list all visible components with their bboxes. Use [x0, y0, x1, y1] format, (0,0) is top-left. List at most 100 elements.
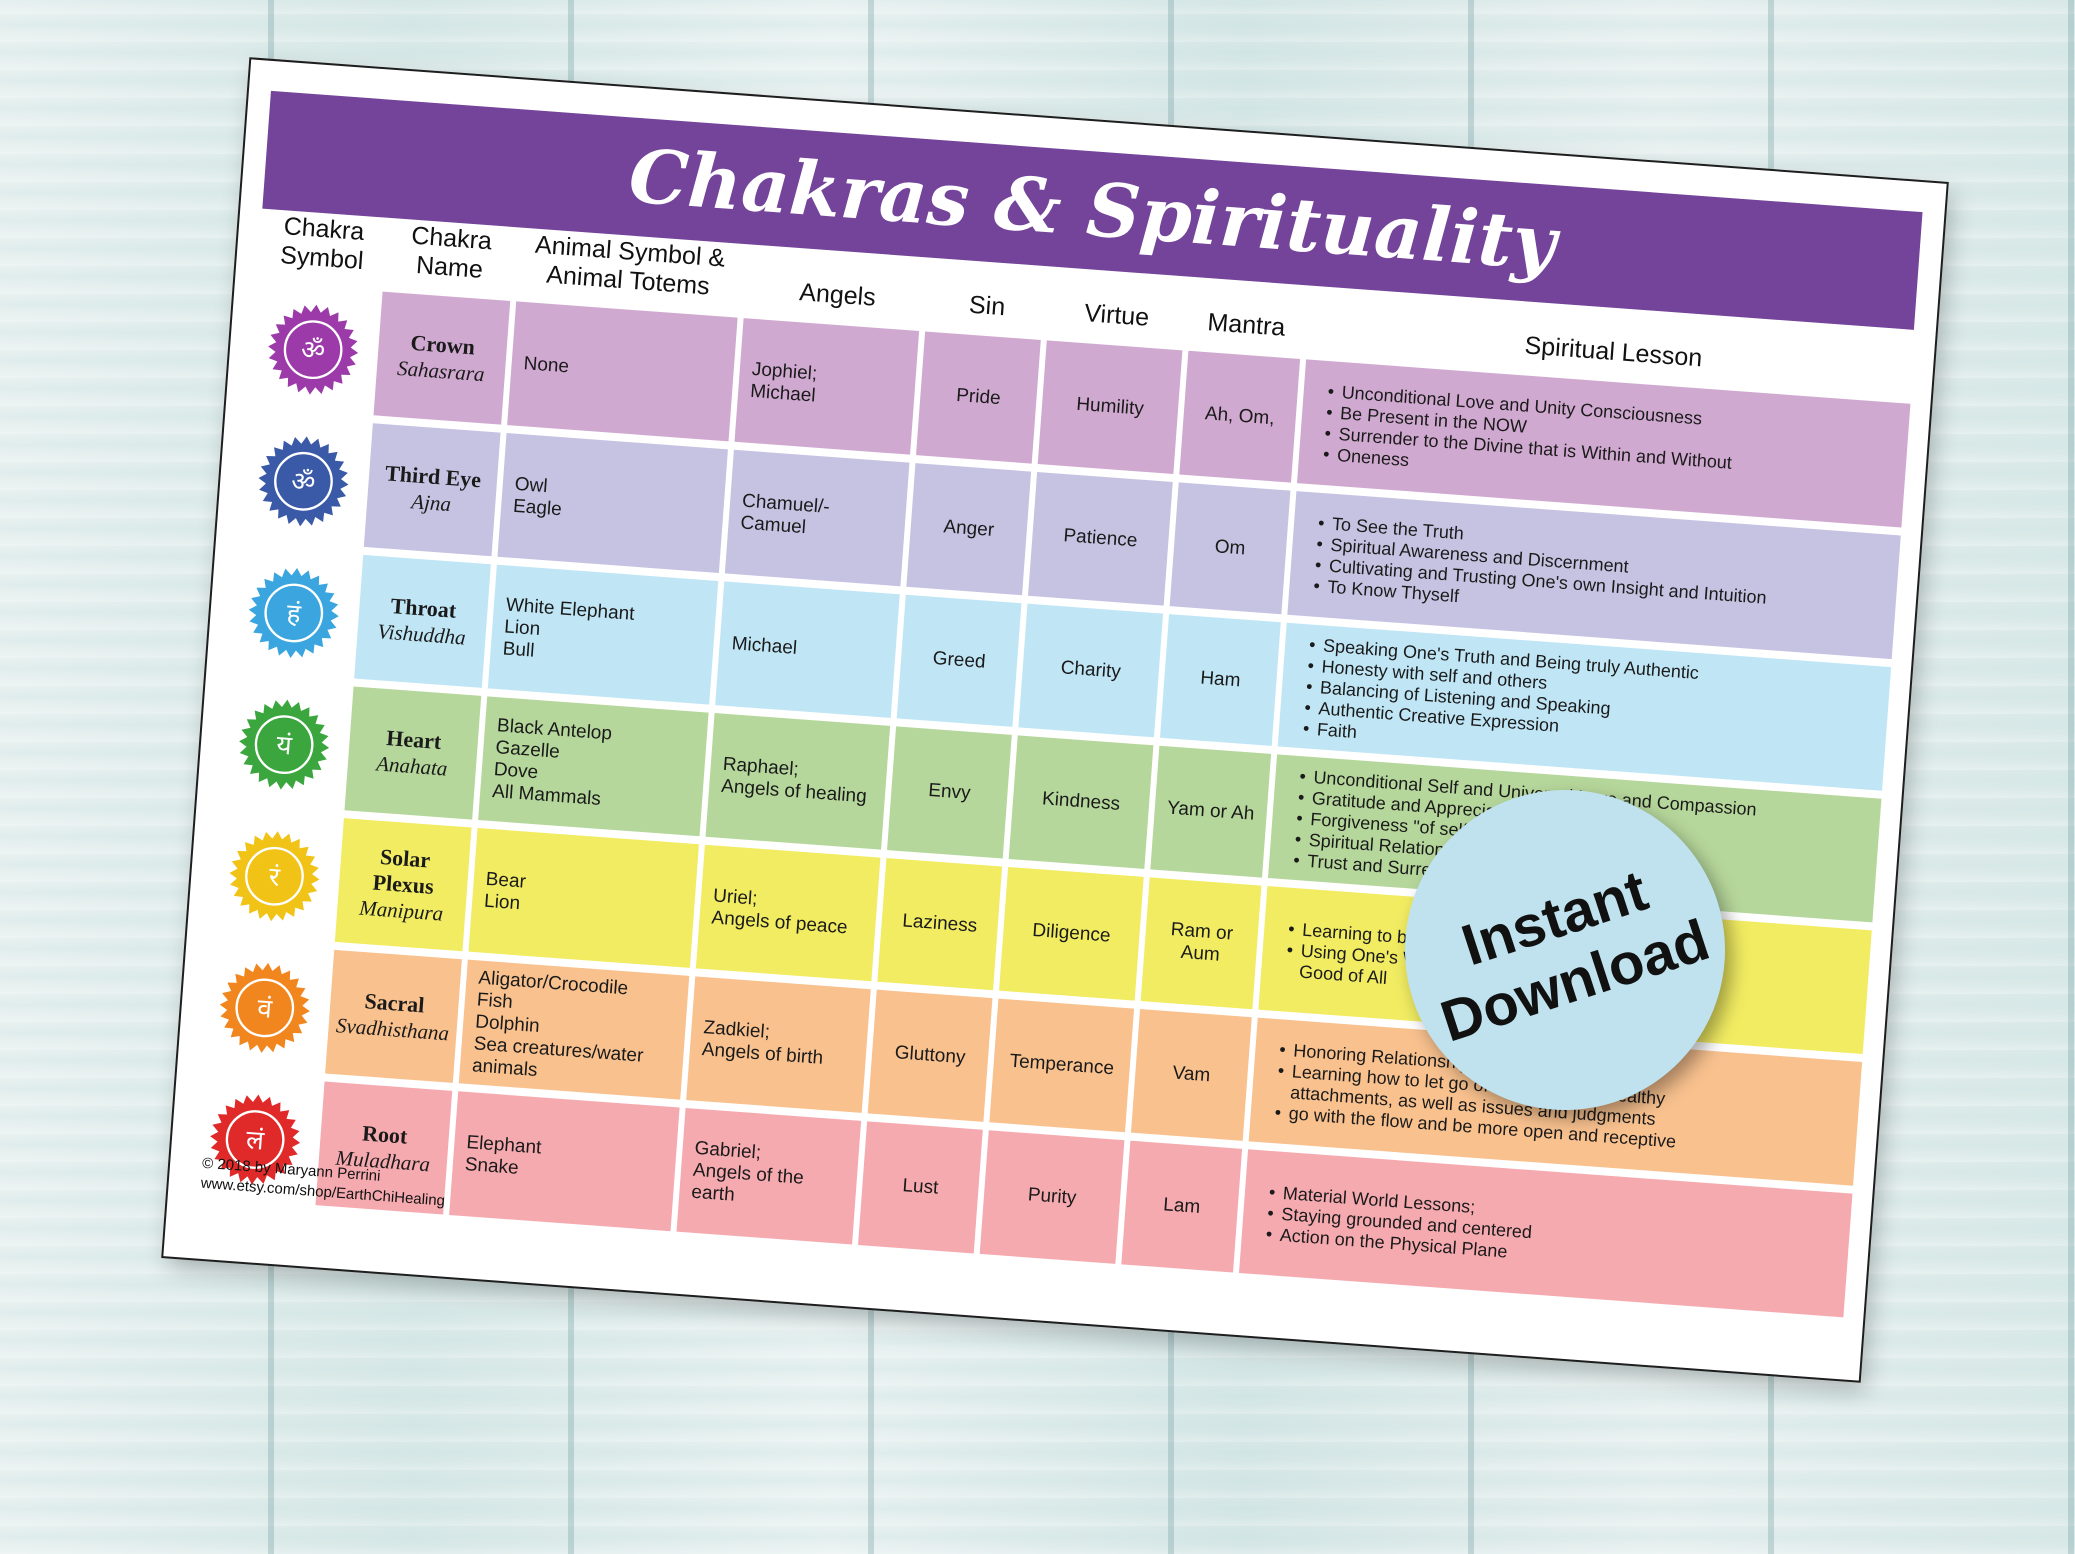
mantra-cell: Lam: [1121, 1140, 1243, 1273]
angels-cell: Raphael; Angels of healing: [705, 713, 891, 850]
header-virtue: Virtue: [1083, 299, 1151, 332]
sin-value: Laziness: [901, 910, 978, 937]
chakra-name: Root: [361, 1120, 409, 1149]
mantra-value: Ram or Aum: [1170, 919, 1234, 966]
animal-value: Elephant Snake: [464, 1132, 543, 1179]
heart-chakra-icon: यं: [239, 699, 330, 790]
angels-cell: Michael: [715, 581, 900, 718]
header-angels: Angels: [798, 278, 877, 312]
chakra-sanskrit-name: Manipura: [358, 895, 445, 926]
chakra-name: Heart: [385, 725, 443, 755]
mantra-value: Yam or Ah: [1166, 797, 1256, 825]
chakra-glyph: हं: [286, 599, 303, 630]
animal-value: White Elephant Lion Bull: [501, 594, 636, 662]
angels-value: Chamuel/- Camuel: [739, 490, 831, 539]
angels-cell: Zadkiel; Angels of birth: [686, 976, 871, 1113]
sin-cell: Laziness: [877, 858, 1003, 991]
animal-cell: Aligator/Crocodile Fish Dolphin Sea crea…: [458, 959, 690, 1100]
root-icon: लं: [210, 1094, 301, 1185]
spiritual-lesson-list: Speaking One's Truth and Being truly Aut…: [1300, 634, 1699, 767]
angels-cell: Jophiel; Michael: [734, 318, 920, 455]
animal-value: Black Antelop Gazelle Dove All Mammals: [491, 715, 613, 810]
animal-value: Bear Lion: [483, 868, 527, 915]
chakra-name-cell: Solar Plexus Manipura: [334, 818, 472, 952]
virtue-value: Humility: [1075, 393, 1145, 420]
header-sin: Sin: [968, 290, 1007, 322]
virtue-value: Diligence: [1031, 919, 1112, 947]
sin-cell: Lust: [858, 1121, 983, 1254]
sin-value: Gluttony: [894, 1042, 967, 1069]
chakra-chart-poster: Chakras & Spirituality Chakra Symbol Cha…: [163, 59, 1947, 1381]
angels-value: Uriel; Angels of peace: [710, 885, 849, 939]
chakra-sanskrit-name: Vishuddha: [376, 619, 467, 650]
angels-value: Zadkiel; Angels of birth: [701, 1017, 824, 1069]
virtue-value: Temperance: [1008, 1050, 1115, 1080]
virtue-cell: Diligence: [999, 866, 1144, 1001]
solar-plexus-icon: रं: [229, 831, 320, 922]
animal-cell: Bear Lion: [468, 827, 699, 968]
mantra-cell: Ram or Aum: [1140, 877, 1262, 1010]
spiritual-lesson-list: Material World Lessons;Staying grounded …: [1263, 1181, 1534, 1263]
chakra-name-cell: Throat Vishuddha: [354, 554, 491, 688]
mantra-cell: Ah, Om,: [1179, 350, 1301, 483]
mantra-cell: Yam or Ah: [1150, 745, 1272, 878]
sin-cell: Envy: [887, 726, 1012, 859]
angels-value: Michael: [730, 633, 798, 659]
chakra-row-crown: ॐ Crown Sahasrara None Jophiel; Michael Pride…: [225, 281, 1930, 535]
animal-value: Aligator/Crocodile Fish Dolphin Sea crea…: [471, 967, 645, 1082]
mantra-value: Vam: [1171, 1062, 1211, 1087]
chakra-glyph: लं: [245, 1125, 266, 1156]
chakra-sanskrit-name: Anahata: [375, 751, 449, 781]
sin-cell: Gluttony: [867, 989, 993, 1122]
animal-cell: Black Antelop Gazelle Dove All Mammals: [478, 696, 709, 837]
throat-icon: हं: [248, 567, 339, 658]
sin-value: Envy: [927, 779, 972, 804]
virtue-value: Charity: [1059, 657, 1122, 683]
chakra-sanskrit-name: Sahasrara: [396, 355, 486, 387]
virtue-cell: Kindness: [1008, 735, 1154, 869]
animal-value: Owl Eagle: [512, 473, 563, 521]
chakra-glyph: ॐ: [300, 335, 326, 367]
chakra-name-cell: Heart Anahata: [344, 686, 482, 820]
mantra-cell: Ham: [1159, 614, 1281, 746]
chakra-sanskrit-name: Svadhisthana: [335, 1013, 450, 1046]
chakra-sanskrit-name: Ajna: [410, 489, 452, 517]
sin-cell: Anger: [906, 463, 1032, 596]
mantra-value: Om: [1214, 536, 1247, 560]
angels-value: Gabriel; Angels of the earth: [690, 1137, 805, 1206]
virtue-cell: Charity: [1018, 603, 1164, 738]
animal-cell: White Elephant Lion Bull: [487, 564, 719, 705]
mantra-value: Ham: [1199, 667, 1242, 692]
chakra-name: Third Eye: [384, 460, 482, 493]
chakra-glyph: यं: [275, 730, 293, 761]
angels-cell: Chamuel/- Camuel: [724, 449, 910, 587]
virtue-cell: Humility: [1037, 340, 1183, 475]
chakra-glyph: रं: [268, 862, 282, 893]
chakra-name-cell: Crown Sahasrara: [373, 291, 511, 425]
sin-value: Lust: [901, 1175, 940, 1199]
angels-value: Jophiel; Michael: [749, 358, 818, 407]
virtue-cell: Patience: [1028, 472, 1173, 606]
chakra-row-sacral: वं Sacral Svadhisthana Aligator/Crocodile F…: [177, 939, 1882, 1193]
mantra-value: Ah, Om,: [1204, 403, 1276, 430]
sin-value: Pride: [955, 384, 1002, 410]
mantra-value: Lam: [1162, 1194, 1201, 1218]
sin-cell: Pride: [916, 331, 1041, 464]
sin-value: Anger: [942, 516, 995, 541]
header-mantra: Mantra: [1206, 308, 1287, 342]
chakra-row-root: लं Root Muladhara Elephant Snake Gabriel; An…: [167, 1071, 1872, 1325]
chakra-row-throat: हं Throat Vishuddha White Elephant Lion Bul…: [206, 544, 1911, 798]
spiritual-lesson-list: To See the TruthSpiritual Awareness and …: [1311, 513, 1771, 630]
virtue-value: Patience: [1062, 525, 1139, 552]
chakra-row-solar-plexus: रं Solar Plexus Manipura Bear Lion Uriel; An…: [187, 807, 1892, 1061]
header-chakra-symbol: Chakra Symbol: [279, 212, 366, 276]
mantra-cell: Om: [1169, 482, 1291, 615]
virtue-cell: Purity: [979, 1130, 1125, 1264]
sacral-icon: वं: [219, 962, 310, 1053]
sin-cell: Greed: [896, 594, 1022, 727]
animal-cell: None: [507, 301, 738, 442]
animal-value: None: [522, 353, 570, 378]
chakra-name-cell: Third Eye Ajna: [363, 423, 501, 557]
page-title: Chakras & Spirituality: [262, 90, 1923, 330]
third-eye-icon: ॐ: [258, 436, 349, 527]
